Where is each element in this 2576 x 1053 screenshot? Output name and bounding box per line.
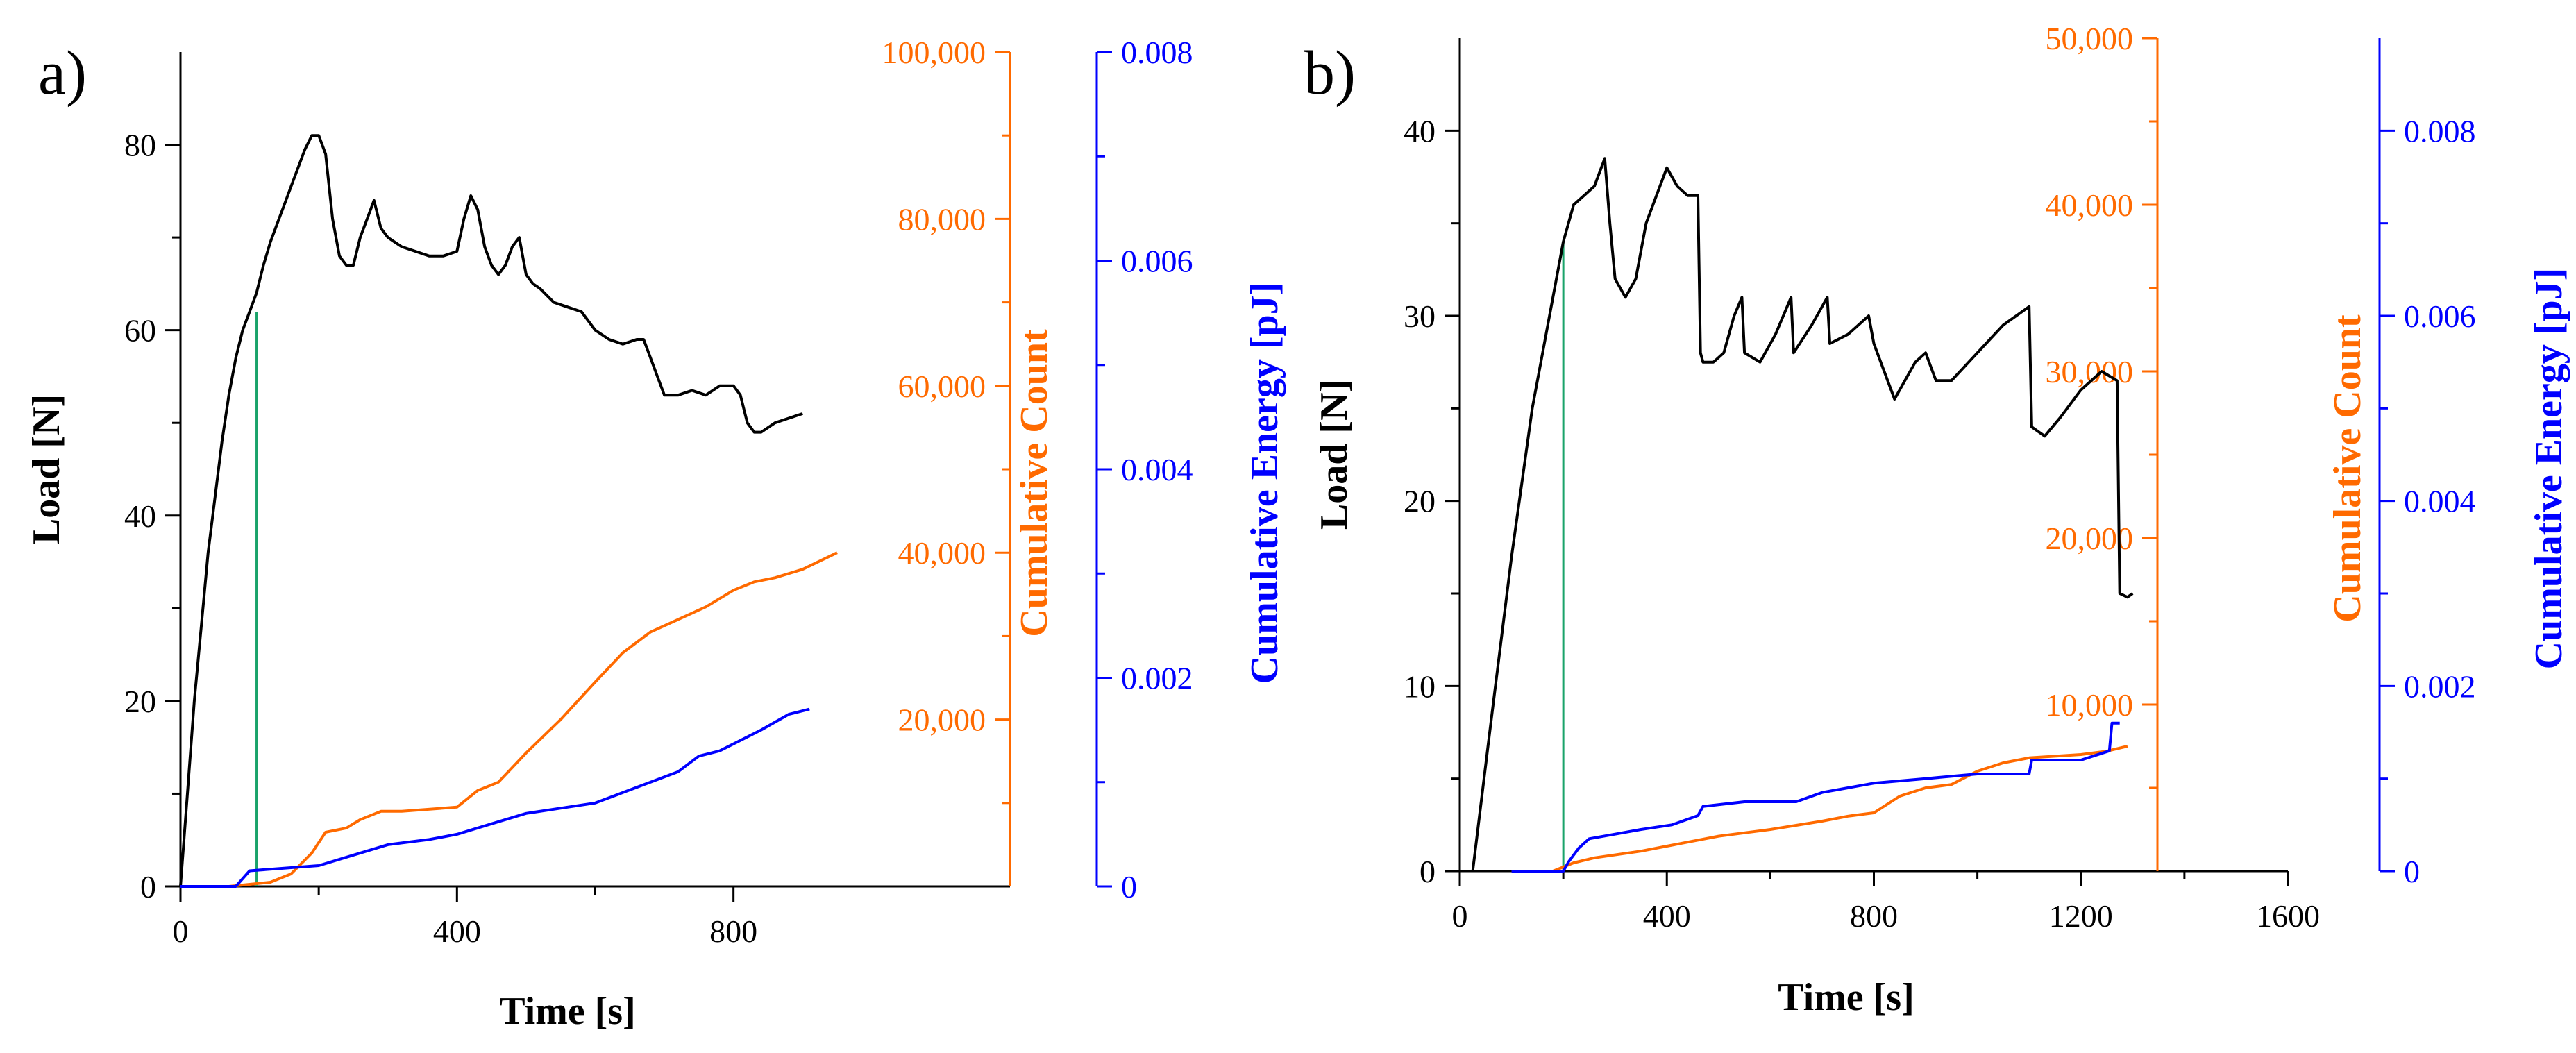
x-tick-label: 1200 bbox=[2049, 898, 2113, 934]
y3-axis-title: Cumulative Energy [pJ] bbox=[2527, 268, 2570, 670]
x-tick-label: 400 bbox=[1643, 898, 1691, 934]
y3-tick-label: 0 bbox=[2404, 854, 2420, 889]
y-tick-label: 0 bbox=[140, 869, 156, 904]
y-tick-label: 0 bbox=[1420, 854, 1436, 889]
y-tick-label: 20 bbox=[124, 684, 156, 719]
y3-tick-label: 0.006 bbox=[2404, 298, 2476, 334]
y2-tick-label: 10,000 bbox=[2046, 687, 2134, 723]
y2-tick-label: 50,000 bbox=[2046, 21, 2134, 56]
y3-tick-label: 0.008 bbox=[2404, 113, 2476, 149]
y3-tick-label: 0.002 bbox=[1121, 661, 1193, 696]
y2-tick-label: 80,000 bbox=[898, 201, 986, 237]
y3-tick-label: 0.002 bbox=[2404, 668, 2476, 704]
panel-label: b) bbox=[1304, 39, 1356, 108]
y2-tick-label: 40,000 bbox=[2046, 187, 2134, 223]
cumulative-energy-series-line bbox=[180, 707, 810, 888]
y-tick-label: 20 bbox=[1404, 484, 1436, 519]
y2-axis-title: Cumulative Count bbox=[1013, 329, 1056, 637]
load-series-line bbox=[179, 134, 803, 887]
y2-tick-label: 100,000 bbox=[882, 35, 986, 70]
y3-tick-label: 0.004 bbox=[2404, 484, 2476, 519]
y-axis-title: Load [N] bbox=[25, 394, 68, 544]
x-tick-label: 0 bbox=[173, 913, 189, 949]
load-series-line bbox=[1471, 157, 2134, 872]
y2-tick-label: 40,000 bbox=[898, 535, 986, 571]
y-tick-label: 40 bbox=[1404, 113, 1436, 149]
cumulative-count-series-line bbox=[180, 551, 838, 888]
x-axis-title: Time [s] bbox=[499, 990, 636, 1033]
y-tick-label: 80 bbox=[124, 128, 156, 163]
x-tick-label: 1600 bbox=[2256, 898, 2320, 934]
y-tick-label: 10 bbox=[1404, 668, 1436, 704]
y-tick-label: 30 bbox=[1404, 298, 1436, 334]
y3-tick-label: 0.008 bbox=[1121, 35, 1193, 70]
y3-tick-label: 0.004 bbox=[1121, 452, 1193, 487]
y2-axis-title: Cumulative Count bbox=[2326, 314, 2369, 623]
x-tick-label: 400 bbox=[433, 913, 481, 949]
y2-tick-label: 60,000 bbox=[898, 369, 986, 404]
y3-tick-label: 0 bbox=[1121, 869, 1137, 904]
panel-label: a) bbox=[38, 39, 87, 108]
y3-axis-title: Cumulative Energy [pJ] bbox=[1243, 283, 1286, 684]
y-tick-label: 60 bbox=[124, 313, 156, 348]
cumulative-count-series-line bbox=[1511, 745, 2128, 873]
x-tick-label: 800 bbox=[1850, 898, 1898, 934]
y2-tick-label: 20,000 bbox=[898, 702, 986, 738]
x-tick-label: 0 bbox=[1452, 898, 1468, 934]
x-tick-label: 800 bbox=[709, 913, 757, 949]
cumulative-energy-series-line bbox=[1511, 721, 2120, 873]
y-tick-label: 40 bbox=[124, 498, 156, 534]
x-axis-title: Time [s] bbox=[1778, 976, 1914, 1019]
y-axis-title: Load [N] bbox=[1313, 380, 1356, 530]
y3-tick-label: 0.006 bbox=[1121, 244, 1193, 279]
